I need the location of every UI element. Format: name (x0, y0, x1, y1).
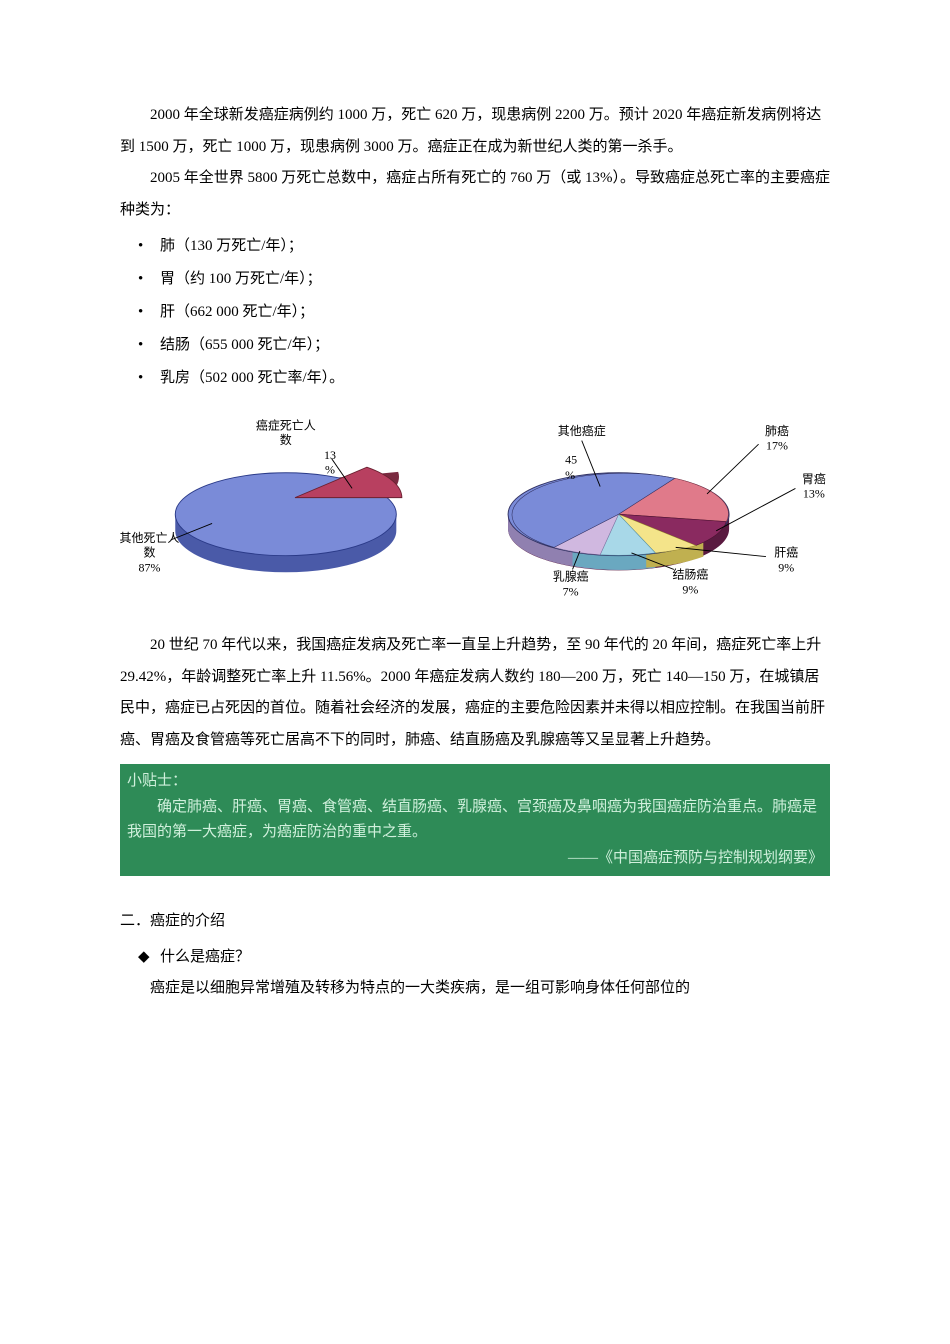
cancer-type-list: 肺（130 万死亡/年）； 胃（约 100 万死亡/年）； 肝（662 000 … (120, 230, 830, 395)
chart-right-liver-p: 9% (778, 560, 794, 574)
pie-chart-deaths: 癌症死亡人 数 13 % 其他死亡人 数 87% (120, 405, 452, 605)
tip-body: 确定肺癌、肝癌、胃癌、食管癌、结直肠癌、乳腺癌、宫颈癌及鼻咽癌为我国癌症防治重点… (127, 795, 823, 846)
list-item: 乳房（502 000 死亡率/年）。 (120, 362, 830, 395)
chart-right-colon-p: 9% (682, 582, 698, 596)
china-trend-paragraph: 20 世纪 70 年代以来，我国癌症发病及死亡率一直呈上升趋势，至 90 年代的… (120, 630, 830, 756)
chart-right-breast-p: 7% (562, 584, 578, 598)
list-item: 肝（662 000 死亡/年）； (120, 296, 830, 329)
list-item: 结肠（655 000 死亡/年）； (120, 329, 830, 362)
chart-right-45a: 45 (565, 453, 577, 467)
chart-left-other-2: 数 (143, 545, 155, 560)
pie-chart-cancer-types: 其他癌症 45 % 肺癌 17% 胃癌 13% 肝癌 9% 结肠癌 9% 乳腺癌… (462, 405, 830, 605)
pie-charts-row: 癌症死亡人 数 13 % 其他死亡人 数 87% (120, 405, 830, 605)
section-2-heading: 二．癌症的介绍 (120, 906, 830, 938)
chart-right-liver: 肝癌 (774, 545, 798, 560)
chart-right-lung-p: 17% (766, 439, 788, 453)
tip-callout-box: 小贴士： 确定肺癌、肝癌、胃癌、食管癌、结直肠癌、乳腺癌、宫颈癌及鼻咽癌为我国癌… (120, 764, 830, 876)
intro-paragraph-2: 2005 年全世界 5800 万死亡总数中，癌症占所有死亡的 760 万（或 1… (120, 163, 830, 226)
chart-left-other-1: 其他死亡人 (120, 531, 179, 545)
intro-paragraph-1: 2000 年全球新发癌症病例约 1000 万，死亡 620 万，现患病例 220… (120, 100, 830, 163)
chart-left-title-2: 数 (280, 432, 292, 447)
tip-title: 小贴士： (127, 769, 823, 795)
chart-left-title: 癌症死亡人 (256, 417, 316, 432)
chart-left-pct13: 13 (324, 448, 336, 462)
chart-right-colon: 结肠癌 (672, 567, 708, 582)
chart-left-other-3: 87% (138, 560, 160, 574)
chart-right-breast: 乳腺癌 (552, 569, 588, 584)
what-is-cancer-paragraph: 癌症是以细胞异常增殖及转移为特点的一大类疾病，是一组可影响身体任何部位的 (120, 973, 830, 1005)
chart-right-stom: 胃癌 (801, 471, 825, 486)
subsection-what-is-cancer: 什么是癌症？ (120, 942, 830, 974)
chart-right-lung: 肺癌 (765, 423, 789, 438)
tip-source: ——《中国癌症预防与控制规划纲要》 (127, 846, 823, 872)
chart-right-stom-p: 13% (802, 487, 824, 501)
chart-left-pct13b: % (325, 463, 335, 477)
list-item: 胃（约 100 万死亡/年）； (120, 263, 830, 296)
chart-right-45b: % (565, 468, 575, 482)
list-item: 肺（130 万死亡/年）； (120, 230, 830, 263)
chart-right-other: 其他癌症 (557, 423, 605, 438)
